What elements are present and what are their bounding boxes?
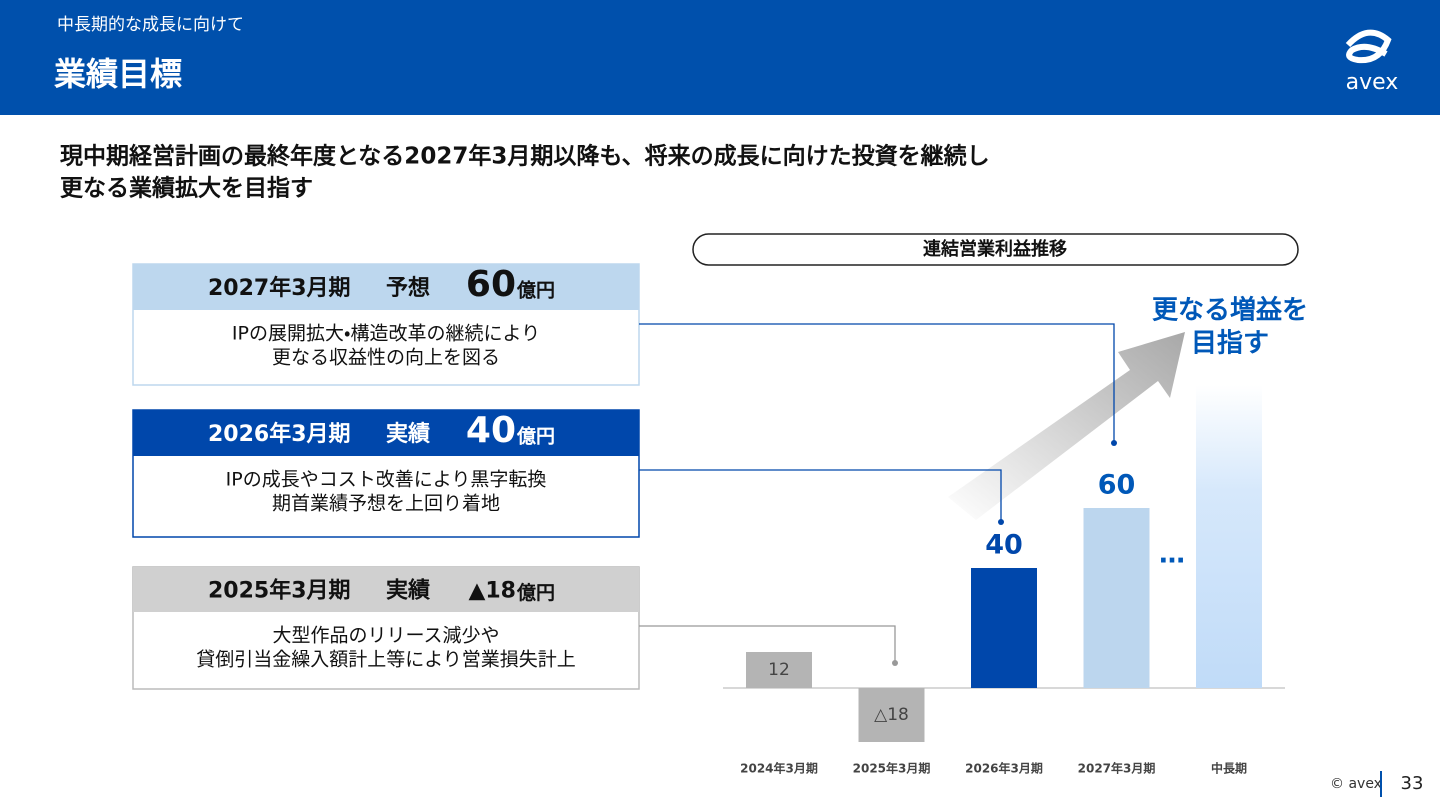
chart-title-pill (692, 233, 1299, 266)
box-amount: 40 (466, 410, 516, 451)
bar (1083, 508, 1150, 688)
x-tick-label: 2025年3月期 (853, 761, 931, 776)
chart-title: 連結営業利益推移 (923, 238, 1067, 260)
box-text: 更なる収益性の向上を図る (272, 347, 500, 369)
connector-dot (998, 519, 1004, 525)
x-tick-label: 2024年3月期 (740, 761, 818, 776)
box-amount: 60 (466, 264, 516, 305)
copyright: © avex (1330, 776, 1382, 792)
logo: avex (1346, 70, 1399, 95)
page-number: 33 (1401, 773, 1424, 794)
connector (639, 469, 1002, 522)
x-tick-label: 2027年3月期 (1078, 761, 1156, 776)
x-tick-label: 中長期 (1211, 761, 1247, 776)
connector (639, 625, 896, 663)
box-text: IPの成長やコスト改善により黒字転換 (226, 469, 547, 491)
annotation: 目指す (1191, 329, 1269, 359)
bar (858, 688, 925, 742)
box-amount: ▲18 (468, 579, 516, 604)
continuation-mark: … (1159, 540, 1185, 570)
header-band (0, 0, 1440, 115)
info-box-header (133, 264, 639, 310)
headline: 現中期経営計画の最終年度となる2027年3月期以降も、将来の成長に向けた投資を継… (60, 143, 990, 170)
connector-dot (1111, 440, 1117, 446)
box-text: 期首業績予想を上回り着地 (272, 493, 500, 515)
box-unit: 億円 (516, 425, 555, 448)
growth-arrow (948, 332, 1185, 520)
page-title: 業績目標 (54, 55, 182, 93)
x-tick-label: 2026年3月期 (965, 761, 1043, 776)
box-text: 大型作品のリリース減少や (272, 625, 499, 647)
box-unit: 億円 (516, 581, 555, 604)
info-box-header (133, 410, 639, 456)
outlook-bar (1196, 385, 1262, 688)
section-title: 中長期的な成長に向けて (57, 15, 244, 35)
value-label: 60 (1098, 470, 1136, 501)
box-text: 貸倒引当金繰入額計上等により営業損失計上 (196, 649, 576, 671)
headline: 更なる業績拡大を目指す (60, 175, 313, 202)
box-period: 2026年3月期 (208, 421, 351, 447)
info-box-header (133, 567, 639, 612)
box-period: 2027年3月期 (208, 275, 351, 301)
connector (639, 323, 1115, 443)
annotation: 更なる増益を (1152, 295, 1308, 326)
logo-mark (1345, 29, 1392, 64)
bar (746, 652, 812, 688)
box-kind: 実績 (386, 421, 431, 447)
value-label: △18 (874, 705, 909, 725)
box-kind: 予想 (386, 276, 430, 301)
box-unit: 億円 (516, 279, 555, 302)
connector-dot (892, 660, 898, 666)
bar (971, 568, 1037, 688)
value-label: 12 (768, 660, 790, 680)
value-label: 40 (985, 530, 1023, 561)
box-kind: 実績 (386, 578, 431, 604)
box-period: 2025年3月期 (208, 578, 351, 604)
box-text: IPの展開拡大・構造改革の継続により (232, 323, 540, 345)
